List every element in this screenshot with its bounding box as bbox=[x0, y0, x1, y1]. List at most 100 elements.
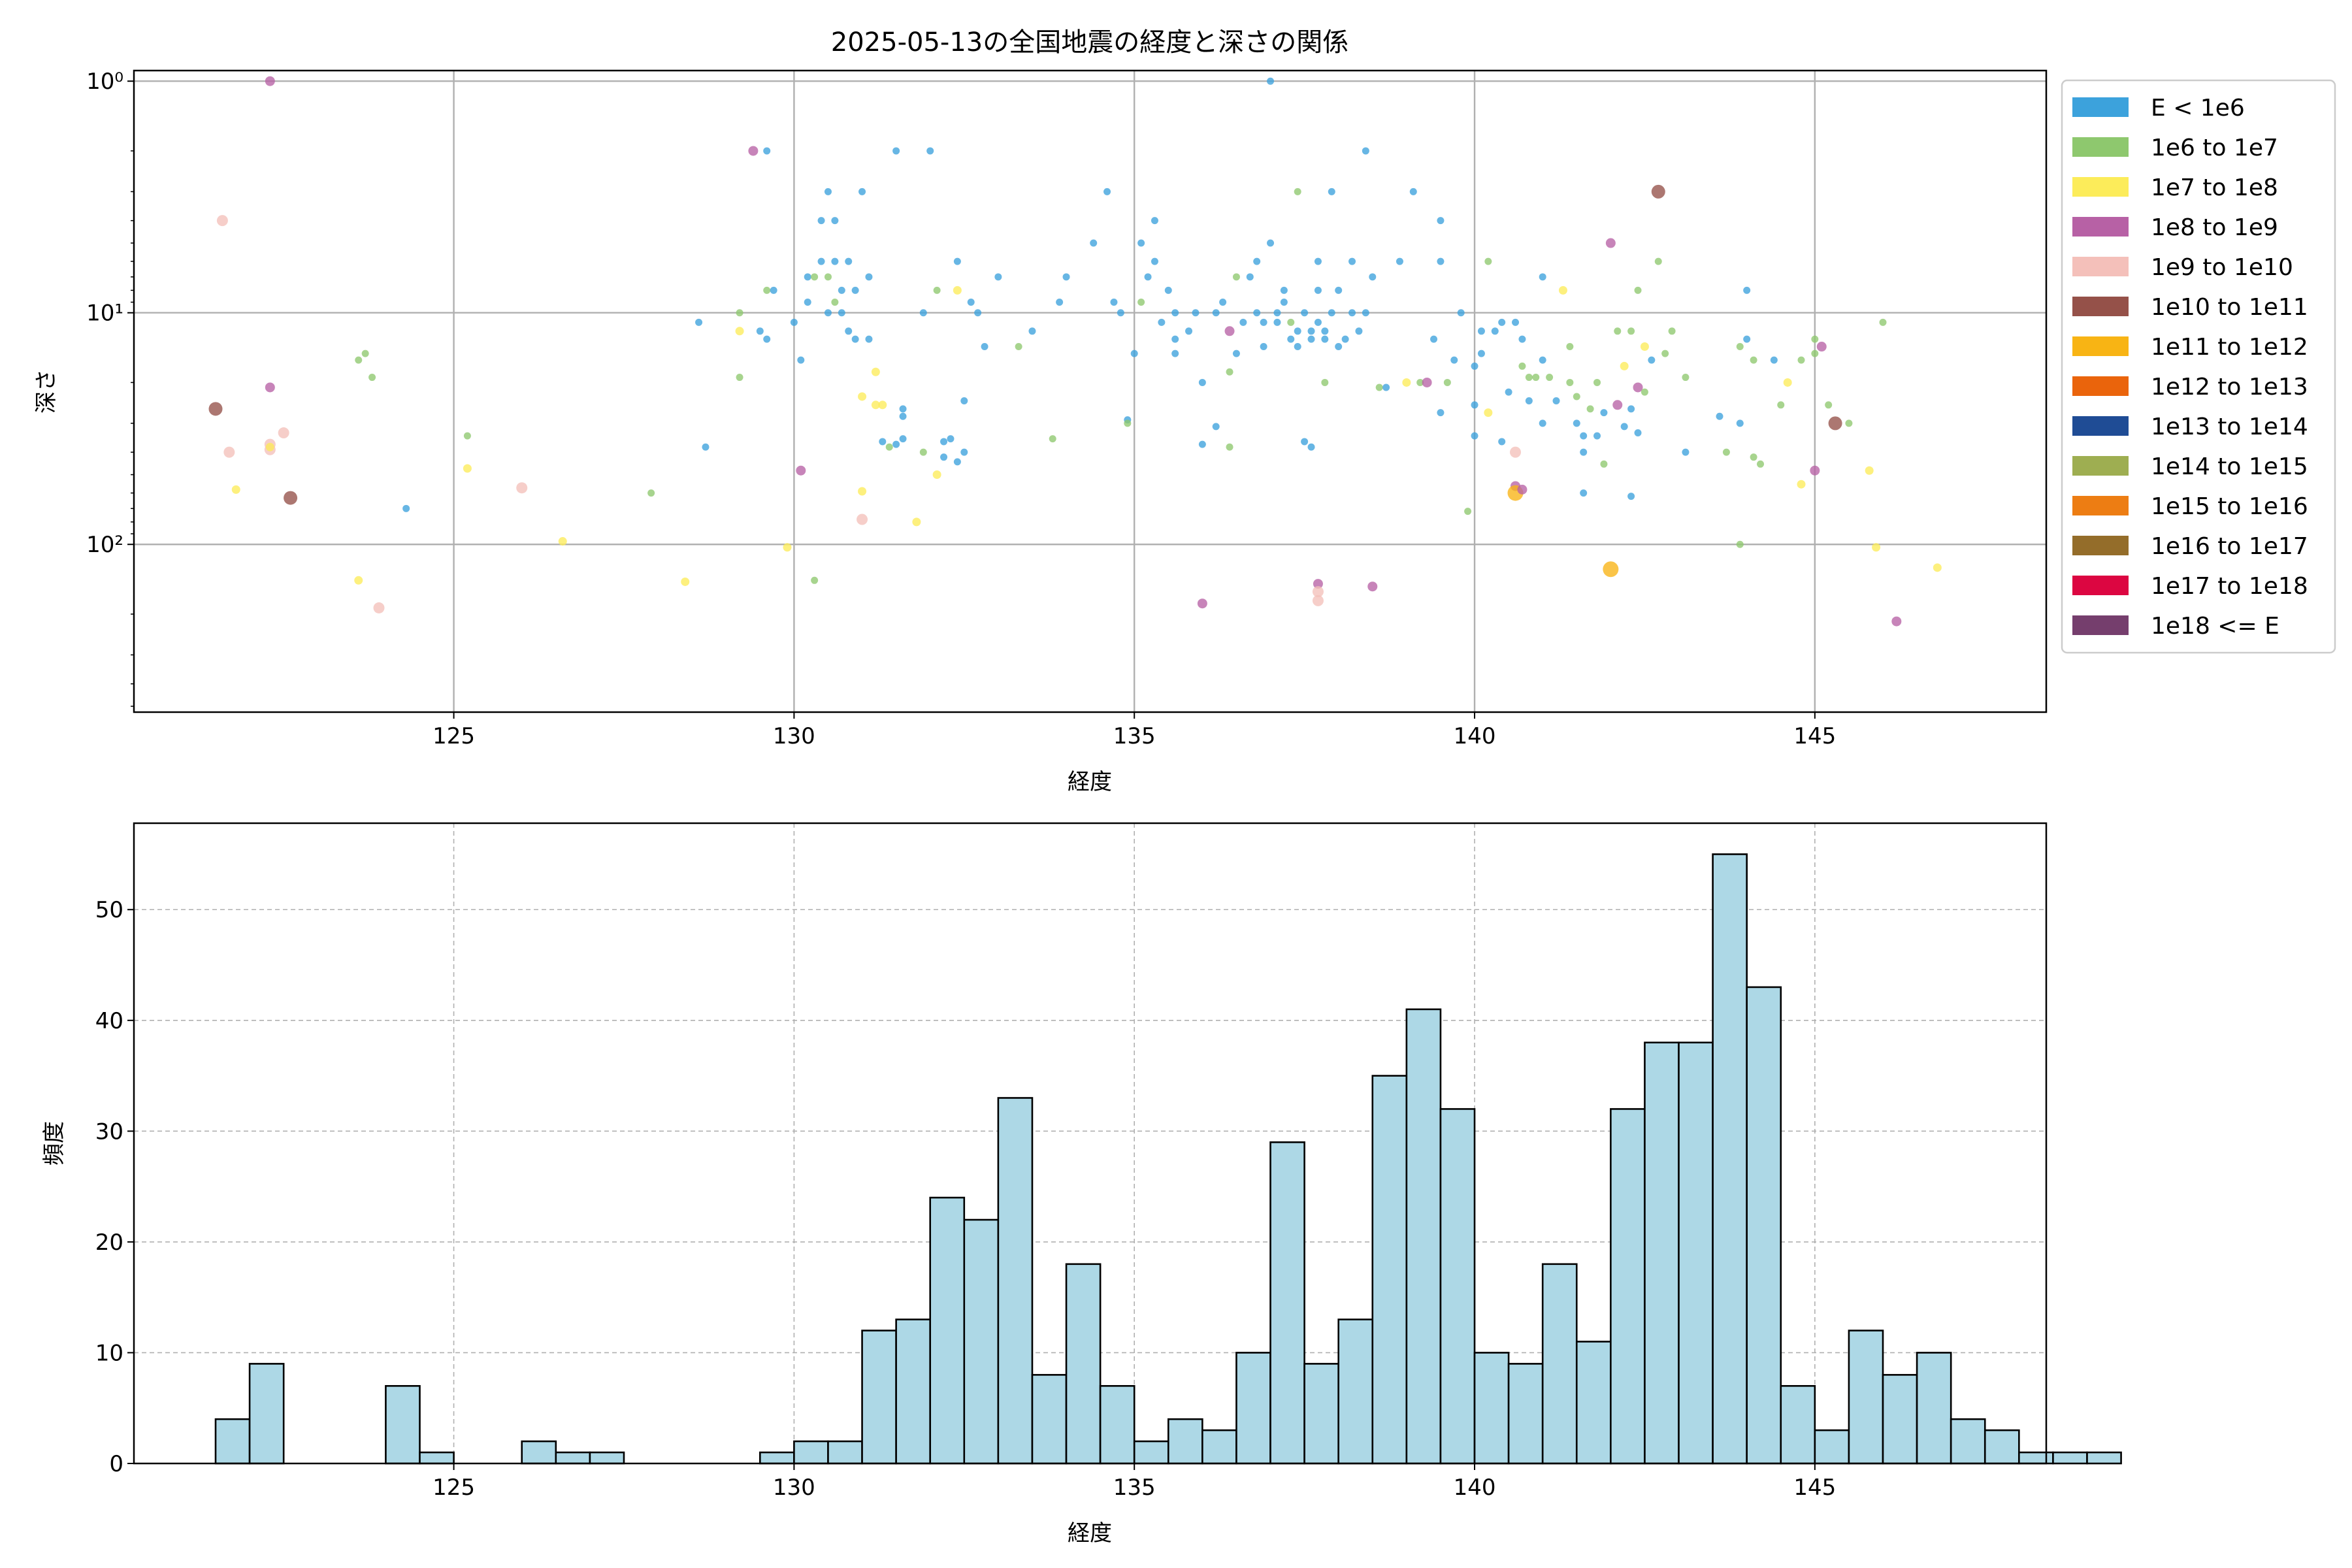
histogram-x-ticks: 125 130 135 140 145 bbox=[433, 1463, 1836, 1501]
scatter-point bbox=[748, 146, 759, 156]
scatter-point bbox=[1028, 327, 1036, 335]
scatter-x-ticks: 125 130 135 140 145 bbox=[433, 712, 1836, 749]
scatter-point bbox=[355, 356, 363, 364]
scatter-point bbox=[1498, 318, 1506, 326]
scatter-point bbox=[223, 446, 235, 458]
legend-label: 1e16 to 1e17 bbox=[2151, 533, 2308, 560]
histogram-bar bbox=[1507, 1363, 1544, 1465]
scatter-point bbox=[994, 273, 1002, 281]
scatter-point bbox=[1267, 77, 1275, 85]
scatter-point bbox=[1845, 419, 1853, 427]
scatter-point bbox=[981, 343, 988, 351]
scatter-point bbox=[1546, 374, 1554, 382]
scatter-point bbox=[1369, 273, 1377, 281]
scatter-point bbox=[265, 442, 274, 451]
scatter-point bbox=[1750, 453, 1757, 461]
scatter-point bbox=[804, 299, 811, 306]
scatter-point bbox=[1246, 273, 1254, 281]
scatter-point bbox=[763, 147, 771, 155]
scatter-point bbox=[702, 443, 710, 451]
scatter-point bbox=[770, 286, 777, 294]
scatter-y-ticks: 10⁰ 10¹ 10² bbox=[86, 69, 134, 707]
scatter-point bbox=[647, 489, 655, 497]
scatter-point bbox=[1307, 335, 1315, 343]
histogram-bar bbox=[997, 1097, 1034, 1465]
scatter-y-tick-label: 10⁰ bbox=[86, 69, 123, 95]
scatter-point bbox=[953, 286, 962, 295]
scatter-point bbox=[1682, 374, 1690, 382]
scatter-point bbox=[899, 435, 907, 443]
histogram-bar bbox=[248, 1363, 285, 1465]
scatter-point bbox=[1056, 299, 1064, 306]
histogram-bar bbox=[1541, 1263, 1578, 1465]
scatter-point bbox=[695, 318, 703, 326]
scatter-point bbox=[1641, 388, 1648, 396]
scatter-point bbox=[1532, 374, 1540, 382]
histogram-bar bbox=[1712, 853, 1748, 1465]
histogram-bar bbox=[1848, 1330, 1884, 1465]
scatter-point bbox=[1477, 327, 1485, 335]
scatter-point bbox=[858, 392, 867, 401]
histogram-bar bbox=[759, 1451, 795, 1465]
scatter-point bbox=[1171, 309, 1179, 317]
histogram-y-tick-label: 40 bbox=[95, 1008, 123, 1034]
scatter-point bbox=[1137, 299, 1145, 306]
scatter-point bbox=[1682, 448, 1690, 456]
scatter-point bbox=[1382, 384, 1390, 391]
histogram-bar bbox=[1201, 1429, 1237, 1465]
scatter-point bbox=[912, 517, 921, 527]
scatter-point bbox=[1525, 397, 1533, 405]
scatter-point bbox=[1716, 412, 1723, 420]
scatter-point bbox=[1232, 350, 1240, 357]
scatter-point bbox=[1654, 257, 1662, 265]
scatter-point bbox=[1518, 335, 1526, 343]
histogram-bar bbox=[589, 1451, 625, 1465]
scatter-point bbox=[1825, 401, 1833, 409]
histogram-bar bbox=[555, 1451, 591, 1465]
scatter-point bbox=[1090, 239, 1098, 247]
legend-swatch bbox=[2072, 576, 2129, 595]
scatter-point bbox=[1627, 493, 1635, 500]
scatter-point bbox=[1879, 318, 1887, 326]
scatter-point bbox=[1471, 362, 1478, 370]
scatter-point bbox=[1518, 362, 1526, 370]
scatter-x-label: 経度 bbox=[1068, 769, 1112, 795]
histogram-y-tick-label: 20 bbox=[95, 1230, 123, 1256]
scatter-point bbox=[763, 286, 771, 294]
scatter-point bbox=[373, 602, 385, 613]
scatter-point bbox=[974, 309, 982, 317]
scatter-point bbox=[1816, 342, 1827, 352]
scatter-point bbox=[1287, 318, 1295, 326]
histogram-x-label: 経度 bbox=[1068, 1520, 1112, 1546]
scatter-point bbox=[1457, 309, 1465, 317]
scatter-point bbox=[1464, 508, 1472, 515]
scatter-point bbox=[1498, 438, 1506, 446]
scatter-point bbox=[1722, 448, 1730, 456]
scatter-point bbox=[845, 257, 853, 265]
scatter-plot: 125 130 135 140 145 10⁰ 10¹ 10² 経度 深さ bbox=[33, 69, 2048, 795]
scatter-point bbox=[947, 435, 955, 443]
scatter-point bbox=[1416, 378, 1424, 386]
scatter-point bbox=[1335, 286, 1343, 294]
scatter-point bbox=[1634, 286, 1642, 294]
scatter-point bbox=[1865, 466, 1874, 475]
legend-label: E < 1e6 bbox=[2151, 95, 2245, 122]
legend-swatch bbox=[2072, 137, 2129, 157]
scatter-point bbox=[1224, 326, 1235, 336]
scatter-point bbox=[1273, 309, 1281, 317]
scatter-point bbox=[1743, 286, 1751, 294]
scatter-points bbox=[208, 76, 1942, 627]
scatter-point bbox=[960, 448, 968, 456]
scatter-point bbox=[1668, 327, 1676, 335]
scatter-point bbox=[932, 470, 941, 480]
histogram-bar bbox=[1303, 1363, 1339, 1465]
scatter-point bbox=[1484, 408, 1493, 417]
legend-label: 1e11 to 1e12 bbox=[2151, 334, 2308, 361]
scatter-point bbox=[1872, 543, 1881, 552]
scatter-point bbox=[1510, 446, 1522, 458]
scatter-point bbox=[1232, 273, 1240, 281]
scatter-point bbox=[1130, 350, 1138, 357]
scatter-point bbox=[1783, 378, 1792, 387]
scatter-point bbox=[1164, 286, 1172, 294]
scatter-point bbox=[1648, 356, 1656, 364]
